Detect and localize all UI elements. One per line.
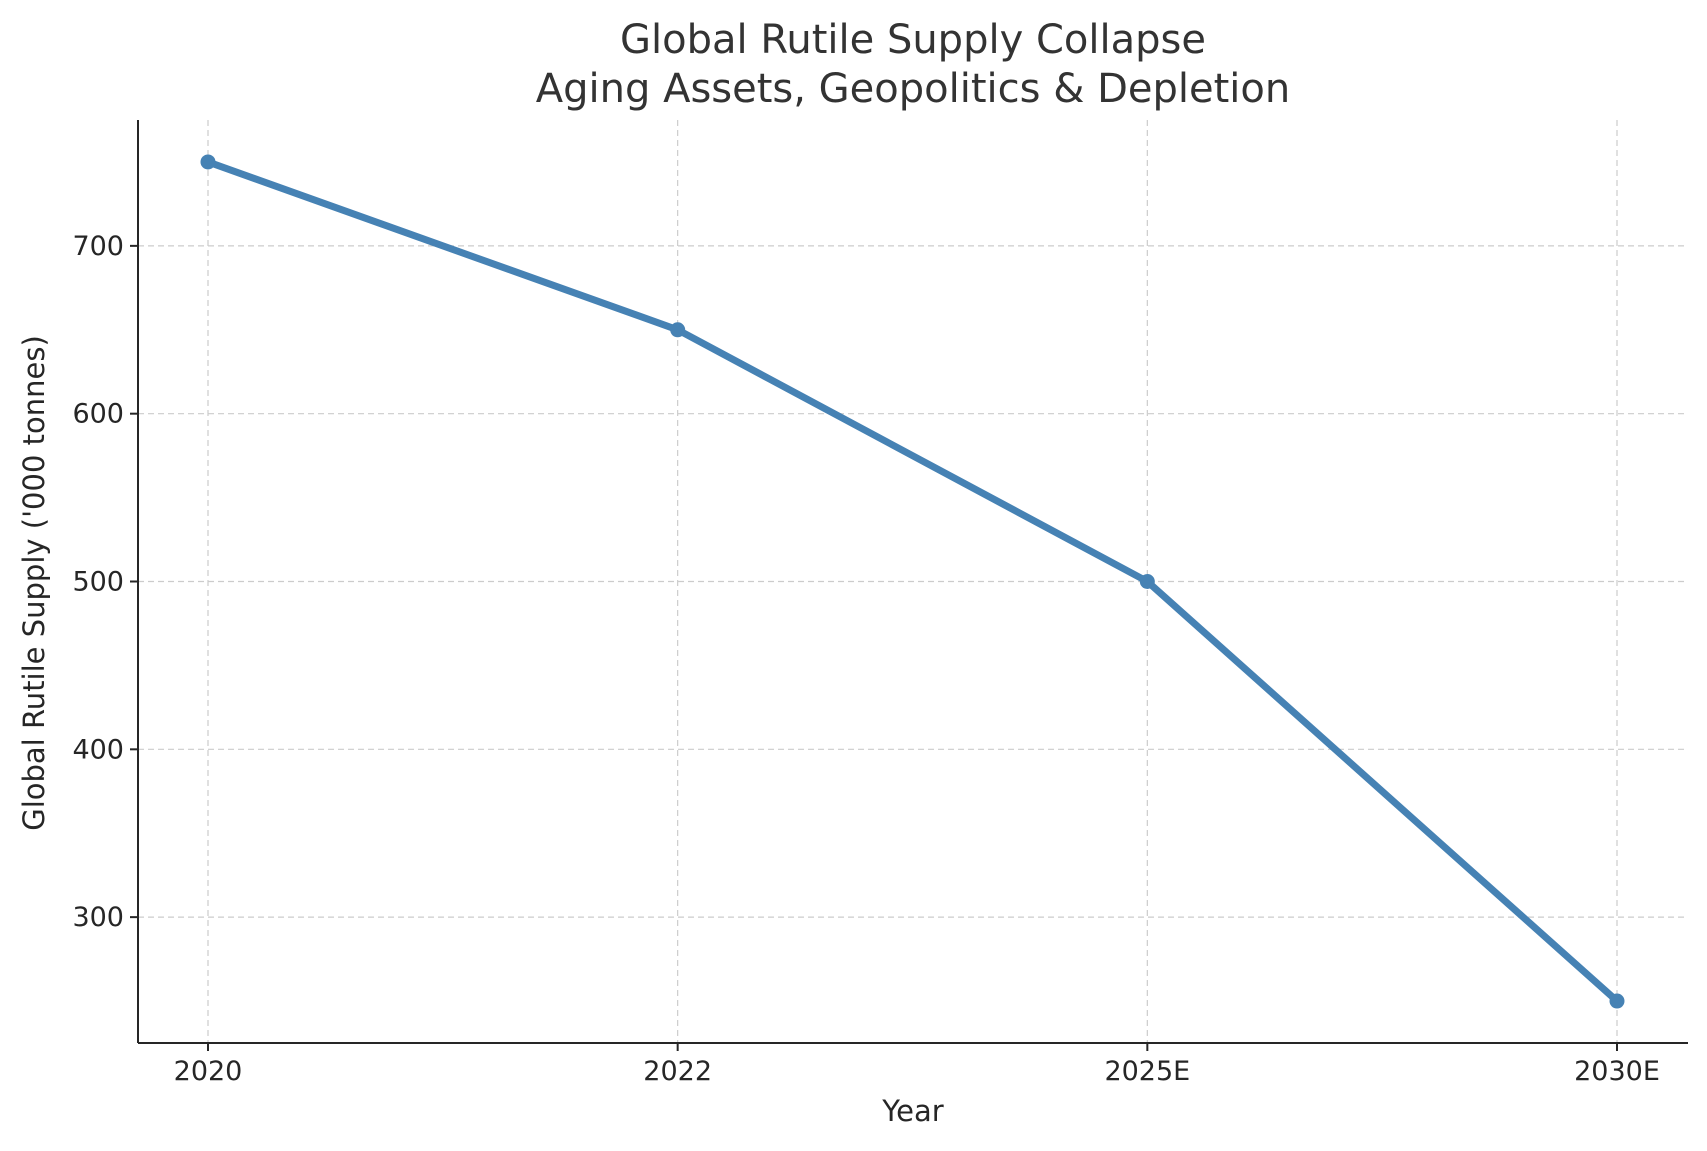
y-tick-label: 600 <box>72 399 124 430</box>
data-point <box>1609 993 1625 1009</box>
y-tick-label: 700 <box>72 231 124 262</box>
chart-title: Global Rutile Supply Collapse <box>620 17 1206 63</box>
x-tick-label: 2022 <box>643 1056 712 1087</box>
x-tick-label: 2030E <box>1574 1056 1660 1087</box>
chart-subtitle: Aging Assets, Geopolitics & Depletion <box>536 66 1291 112</box>
data-point <box>200 154 216 170</box>
x-tick-label: 2020 <box>174 1056 243 1087</box>
y-ticks: 300 400 500 600 700 <box>72 231 138 933</box>
y-tick-label: 500 <box>72 567 124 598</box>
data-point <box>670 322 686 338</box>
series-layer <box>200 154 1625 1009</box>
data-point <box>1139 574 1155 589</box>
x-ticks: 2020 2022 2025E 2030E <box>174 1043 1660 1087</box>
y-axis-label: Global Rutile Supply ('000 tonnes) <box>17 335 51 831</box>
x-axis-label: Year <box>881 1094 943 1128</box>
y-tick-label: 400 <box>72 734 124 765</box>
x-tick-label: 2025E <box>1104 1056 1190 1087</box>
y-tick-label: 300 <box>72 902 124 933</box>
series-line <box>204 158 1621 1005</box>
y-gridlines <box>138 245 1688 918</box>
